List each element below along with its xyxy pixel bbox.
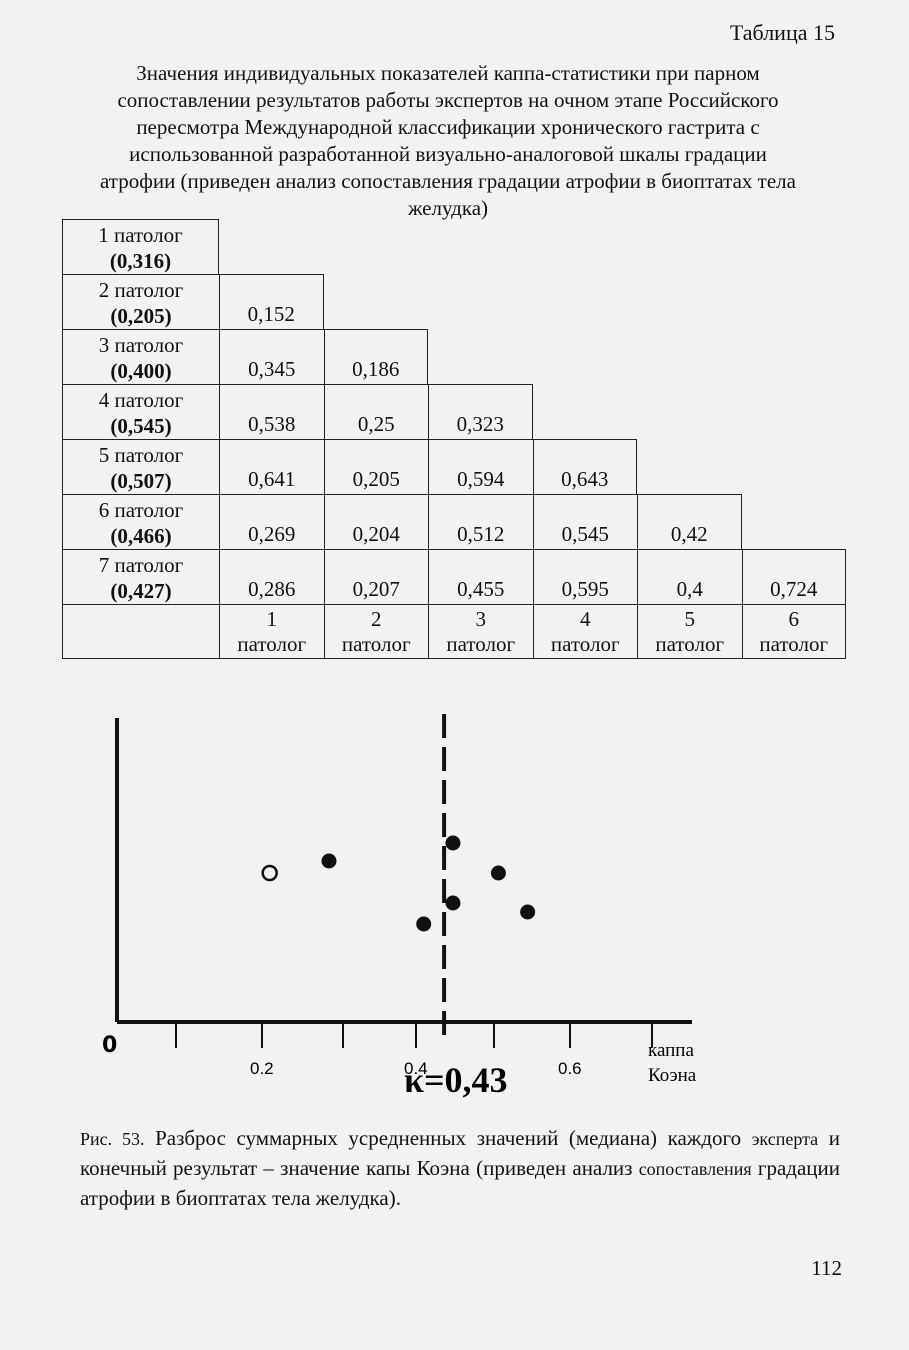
column-footer-pathologist: 4 патолог — [532, 604, 637, 659]
row-header-name: 3 патолог — [98, 333, 184, 357]
table-caption: Значения индивидуальных показателей капп… — [58, 60, 838, 222]
kappa-value-cell: 0,269 — [219, 494, 324, 549]
row-header-summary: (0,507) — [110, 469, 172, 493]
scatter-point-filled — [445, 895, 461, 911]
kappa-value-cell: 0,286 — [219, 549, 324, 604]
table-caption-line: использованной разработанной визуально-а… — [129, 142, 767, 166]
column-footer-word: патолог — [550, 632, 620, 656]
kappa-value-cell: 0,152 — [219, 274, 324, 329]
x-tick-marks — [175, 1022, 653, 1048]
column-footer-pathologist: 2 патолог — [323, 604, 428, 659]
row-header-summary: (0,400) — [110, 359, 172, 383]
column-footer-number: 3 — [475, 607, 487, 631]
table-caption-line: желудка) — [407, 196, 489, 220]
table-caption-line: Значения индивидуальных показателей капп… — [136, 61, 760, 85]
x-axis-label-line2: Коэна — [648, 1065, 697, 1086]
origin-label: 0 — [102, 1033, 117, 1058]
column-footer-pathologist: 3 патолог — [428, 604, 533, 659]
page-number: 112 — [811, 1256, 842, 1280]
column-footer-word: патолог — [341, 632, 411, 656]
row-header-pathologist: 2 патолог (0,205) — [62, 274, 219, 329]
kappa-value-cell: 0,545 — [532, 494, 637, 549]
row-header-pathologist: 7 патолог (0,427) — [62, 549, 219, 604]
x-tick-label: 0.2 — [250, 1059, 274, 1078]
kappa-value-cell: 0,4 — [637, 549, 742, 604]
kappa-value-cell: 0,205 — [323, 439, 428, 494]
kappa-value-cell: 0,538 — [219, 384, 324, 439]
figure-caption: Рис. 53. Разброс суммарных усредненных з… — [80, 1124, 840, 1213]
kappa-value-cell: 0,641 — [219, 439, 324, 494]
figure-caption-text: и конечный результат – значение капы Коэ… — [80, 1126, 841, 1180]
column-footer-pathologist: 5 патолог — [637, 604, 742, 659]
table-caption-line: пересмотра Международной классификации х… — [136, 115, 760, 139]
footer-empty-cell — [62, 604, 219, 659]
kappa-value-cell: 0,594 — [428, 439, 533, 494]
figure-caption-small: сопоставления — [638, 1159, 752, 1179]
column-footer-word: патолог — [655, 632, 725, 656]
scatter-point-filled — [490, 865, 506, 881]
row-header-pathologist: 5 патолог (0,507) — [62, 439, 219, 494]
figure-caption-text: Разброс суммарных усредненных значений (… — [155, 1126, 742, 1150]
row-header-summary: (0,427) — [110, 579, 172, 603]
scatter-points — [261, 835, 536, 932]
row-header-name: 6 патолог — [98, 498, 184, 522]
x-tick-label: 0.6 — [558, 1059, 582, 1078]
kappa-value-cell: 0,204 — [323, 494, 428, 549]
kappa-value-label: κ=0,43 — [404, 1060, 508, 1100]
kappa-value-cell: 0,724 — [741, 549, 846, 604]
row-header-pathologist: 6 патолог (0,466) — [62, 494, 219, 549]
kappa-value-cell: 0,595 — [532, 549, 637, 604]
kappa-value-cell: 0,42 — [637, 494, 742, 549]
column-footer-number: 5 — [684, 607, 696, 631]
column-footer-pathologist: 1 патолог — [219, 604, 324, 659]
kappa-scatter-figure: 0 0.2 0.4 0.6 каппа Коэна κ=0,43 — [0, 700, 909, 1120]
kappa-value-cell: 0,345 — [219, 329, 324, 384]
column-footer-number: 6 — [788, 607, 800, 631]
row-header-name: 2 патолог — [98, 278, 184, 302]
row-header-name: 4 патолог — [98, 388, 184, 412]
row-header-summary: (0,466) — [110, 524, 172, 548]
kappa-value-cell: 0,186 — [323, 329, 428, 384]
scatter-chart: 0 0.2 0.4 0.6 каппа Коэна κ=0,43 — [102, 714, 697, 1100]
table-label: Таблица 15 — [729, 20, 835, 45]
kappa-value-cell: 0,643 — [532, 439, 637, 494]
scatter-point-filled — [445, 835, 461, 851]
row-header-summary: (0,205) — [110, 304, 172, 328]
row-header-pathologist: 4 патолог (0,545) — [62, 384, 219, 439]
table-caption-line: атрофии (приведен анализ сопоставления г… — [100, 169, 796, 193]
kappa-value-cell: 0,323 — [428, 384, 533, 439]
scatter-point-filled — [520, 904, 536, 920]
column-footer-pathologist: 6 патолог — [741, 604, 846, 659]
figure-caption-small: эксперта — [751, 1129, 819, 1149]
kappa-value-cell: 0,207 — [323, 549, 428, 604]
column-footer-word: патолог — [237, 632, 307, 656]
column-footer-word: патолог — [446, 632, 516, 656]
x-tick-label: 0.4 — [404, 1059, 428, 1078]
row-header-summary: (0,545) — [110, 414, 172, 438]
row-header-name: 1 патолог — [98, 223, 183, 247]
scatter-point-filled — [416, 916, 432, 932]
kappa-value-cell: 0,512 — [428, 494, 533, 549]
scatter-point-open — [261, 864, 278, 882]
column-footer-number: 1 — [266, 607, 278, 631]
x-axis-label-line1: каппа — [648, 1040, 694, 1061]
figure-caption-prefix: Рис. 53. — [80, 1129, 145, 1149]
row-header-name: 7 патолог — [98, 553, 184, 577]
column-footer-number: 2 — [371, 607, 382, 631]
row-header-pathologist: 1 патолог (0,316) — [62, 219, 219, 274]
x-tick-labels: 0.2 0.4 0.6 — [250, 1059, 582, 1078]
row-header-name: 5 патолог — [98, 443, 184, 467]
column-footer-number: 4 — [580, 607, 591, 631]
column-footer-word: патолог — [759, 632, 829, 656]
row-header-pathologist: 3 патолог (0,400) — [62, 329, 219, 384]
table-caption-line: сопоставлении результатов работы эксперт… — [117, 88, 779, 112]
kappa-value-cell: 0,455 — [428, 549, 533, 604]
scatter-point-filled — [321, 853, 337, 869]
kappa-value-cell: 0,25 — [323, 384, 428, 439]
figure-caption-text: градации атрофии в биоптатах тела желудк… — [80, 1156, 840, 1210]
row-header-summary: (0,316) — [109, 249, 172, 273]
